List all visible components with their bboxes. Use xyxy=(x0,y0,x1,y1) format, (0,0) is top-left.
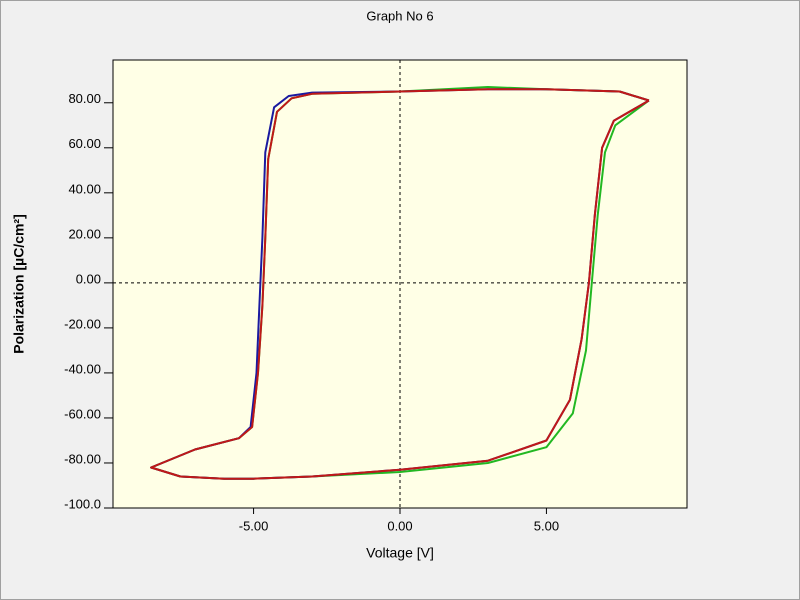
y-tick-label: 40.00 xyxy=(68,181,101,196)
chart-title: Graph No 6 xyxy=(366,8,433,23)
x-tick-label: -5.00 xyxy=(239,518,269,533)
series-line xyxy=(150,88,650,480)
y-tick-label: -60.00 xyxy=(64,406,101,421)
x-axis-label: Voltage [V] xyxy=(366,545,434,561)
y-tick-label: -40.00 xyxy=(64,361,101,376)
y-tick-label: -20.00 xyxy=(64,316,101,331)
y-axis-label: Polarization [µC/cm²] xyxy=(11,214,27,354)
y-tick-label: 60.00 xyxy=(68,136,101,151)
y-tick-label: 80.00 xyxy=(68,91,101,106)
y-tick-label: 20.00 xyxy=(68,226,101,241)
x-tick-label: 5.00 xyxy=(534,518,559,533)
y-tick-label: -100.0 xyxy=(64,496,101,511)
y-tick-label: 0.00 xyxy=(76,271,101,286)
y-tick-label: -80.00 xyxy=(64,451,101,466)
x-tick-label: 0.00 xyxy=(387,518,412,533)
